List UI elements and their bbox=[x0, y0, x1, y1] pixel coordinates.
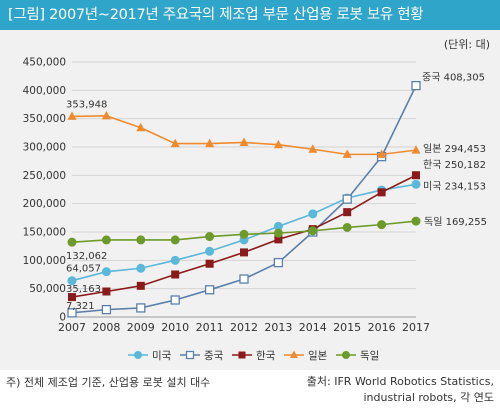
legend-label: 한국 bbox=[256, 350, 276, 362]
x-tick-label: 2014 bbox=[299, 321, 327, 334]
data-point bbox=[136, 263, 146, 273]
data-point bbox=[170, 138, 180, 148]
data-point bbox=[342, 149, 352, 158]
y-tick-label: 250,000 bbox=[23, 170, 66, 182]
y-tick-label: 150,000 bbox=[23, 227, 66, 239]
data-point bbox=[377, 149, 387, 158]
legend-label: 독일 bbox=[360, 349, 379, 362]
data-point bbox=[170, 255, 180, 265]
y-tick-label: 300,000 bbox=[23, 142, 66, 154]
legend-label: 일본 bbox=[308, 349, 328, 362]
legend-label: 미국 bbox=[152, 350, 172, 362]
data-point bbox=[101, 267, 111, 277]
data-point bbox=[136, 281, 145, 290]
data-point bbox=[101, 304, 112, 315]
data-point bbox=[308, 226, 318, 236]
y-tick-label: 0 bbox=[59, 312, 66, 324]
data-point bbox=[412, 171, 420, 180]
data-point bbox=[239, 137, 249, 146]
data-label: 35,163 bbox=[66, 284, 101, 295]
data-point bbox=[67, 308, 77, 318]
data-point bbox=[377, 188, 386, 197]
data-point bbox=[136, 235, 146, 245]
unit-label: (단위: 대) bbox=[443, 38, 490, 51]
footnote: 주) 전체 제조업 기준, 산업용 로봇 설치 대수 bbox=[6, 376, 211, 389]
data-point bbox=[273, 257, 284, 268]
x-tick-label: 2015 bbox=[333, 321, 361, 334]
data-point bbox=[308, 209, 318, 219]
data-point bbox=[239, 229, 249, 239]
legend-marker bbox=[134, 351, 142, 359]
data-point bbox=[67, 111, 77, 120]
data-point bbox=[204, 285, 215, 295]
data-label: 64,057 bbox=[66, 264, 101, 275]
data-point bbox=[377, 220, 387, 230]
y-tick-label: 100,000 bbox=[23, 255, 66, 267]
data-label: 132,062 bbox=[66, 251, 107, 262]
data-point bbox=[342, 194, 352, 204]
data-point bbox=[411, 145, 421, 154]
x-tick-label: 2010 bbox=[161, 321, 189, 334]
data-point bbox=[240, 248, 248, 257]
legend-marker bbox=[238, 351, 246, 359]
data-point bbox=[343, 208, 352, 217]
data-point bbox=[68, 293, 76, 302]
data-point bbox=[273, 139, 283, 149]
data-label: 미국 234,153 bbox=[423, 180, 486, 192]
data-point bbox=[101, 110, 111, 120]
data-point bbox=[205, 138, 215, 148]
data-point bbox=[101, 235, 111, 245]
data-point bbox=[171, 270, 180, 279]
data-point bbox=[205, 246, 215, 256]
legend-marker bbox=[185, 350, 195, 360]
y-tick-label: 200,000 bbox=[23, 198, 66, 210]
x-tick-label: 2012 bbox=[230, 321, 258, 334]
data-point bbox=[170, 235, 180, 245]
x-tick-label: 2017 bbox=[402, 321, 430, 334]
x-tick-label: 2016 bbox=[368, 321, 396, 334]
data-point bbox=[136, 122, 146, 132]
data-point bbox=[67, 237, 77, 247]
data-label: 일본 294,453 bbox=[423, 143, 486, 155]
data-label: 353,948 bbox=[66, 99, 107, 110]
data-label: 중국 408,305 bbox=[422, 72, 485, 84]
data-point bbox=[411, 80, 421, 91]
data-point bbox=[239, 274, 249, 284]
y-tick-label: 50,000 bbox=[29, 283, 66, 295]
data-label: 한국 250,182 bbox=[423, 159, 486, 171]
data-label: 독일 169,255 bbox=[424, 216, 487, 228]
y-tick-label: 350,000 bbox=[23, 113, 66, 125]
legend-label: 중국 bbox=[204, 350, 224, 362]
data-point bbox=[136, 303, 146, 313]
data-point bbox=[170, 295, 180, 305]
source-line-1: 출처: IFR World Robotics Statistics, bbox=[306, 375, 494, 388]
figure-title: [그림] 2007년~2017년 주요국의 제조업 부문 산업용 로봇 보유 현… bbox=[0, 0, 500, 30]
data-point bbox=[274, 235, 283, 244]
data-point bbox=[205, 259, 214, 268]
x-tick-label: 2007 bbox=[58, 321, 86, 334]
data-label: 7,321 bbox=[66, 301, 95, 312]
x-tick-label: 2011 bbox=[196, 321, 224, 334]
x-tick-label: 2013 bbox=[264, 321, 292, 334]
series-line bbox=[71, 115, 417, 156]
data-point bbox=[273, 228, 283, 238]
source-note: 출처: IFR World Robotics Statistics, indus… bbox=[307, 374, 494, 406]
data-point bbox=[411, 216, 421, 226]
data-point bbox=[411, 179, 421, 189]
source-line-2: industrial robots, 각 연도 bbox=[363, 391, 494, 404]
legend-marker bbox=[290, 350, 298, 358]
data-point bbox=[102, 287, 111, 296]
data-point bbox=[67, 276, 77, 286]
y-tick-label: 450,000 bbox=[23, 57, 66, 69]
x-tick-label: 2009 bbox=[127, 321, 155, 334]
y-tick-label: 400,000 bbox=[23, 85, 66, 97]
data-point bbox=[308, 144, 318, 153]
x-tick-label: 2008 bbox=[92, 321, 120, 334]
legend-marker bbox=[342, 351, 350, 359]
data-point bbox=[205, 232, 215, 242]
data-point bbox=[342, 222, 352, 232]
